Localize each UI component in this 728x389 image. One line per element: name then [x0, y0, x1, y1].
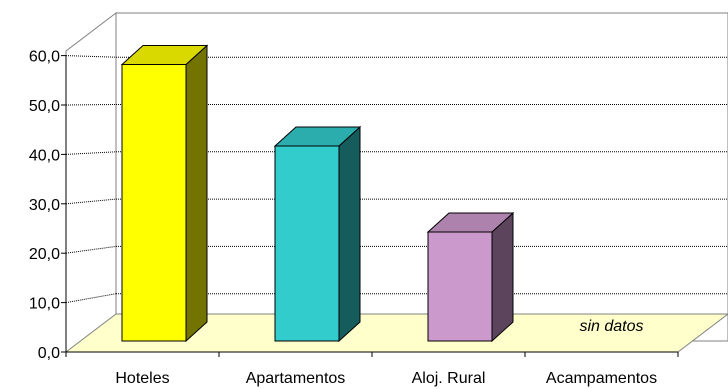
bar-side	[185, 44, 208, 343]
x-tick-label: Apartamentos	[246, 370, 346, 387]
bar-front	[274, 145, 340, 342]
gridline-side	[65, 198, 117, 205]
x-tick-label: Hoteles	[115, 370, 169, 387]
x-tick-labels: Hoteles Apartamentos Aloj. Rural Acampament…	[115, 370, 657, 387]
bar-front	[427, 231, 493, 342]
y-tick-label: 60,0	[29, 49, 60, 66]
bar	[426, 211, 515, 343]
bar-front	[121, 64, 187, 342]
y-tick-label: 50,0	[29, 98, 60, 115]
bar-top	[120, 45, 209, 65]
y-tick-labels: 0,0 10,0 20,0 30,0 40,0 50,0 60,0	[29, 49, 60, 362]
y-tick-label: 20,0	[29, 246, 60, 263]
gridline-side	[65, 104, 117, 106]
plot-walls	[65, 11, 728, 353]
annotation-sin-datos: sin datos	[579, 318, 643, 335]
gridline-side	[65, 293, 117, 304]
gridlines	[65, 55, 728, 304]
x-tick-label: Acampamentos	[546, 370, 657, 387]
gridline-side	[65, 55, 117, 58]
gridline-side	[65, 151, 117, 155]
side-wall	[65, 11, 117, 353]
bar	[120, 44, 209, 343]
axes	[61, 55, 679, 357]
bars	[120, 44, 515, 343]
bar-side	[491, 211, 514, 343]
y-tick-label: 10,0	[29, 296, 60, 313]
bar	[273, 125, 362, 343]
bar-top	[426, 212, 515, 233]
gridline-side	[65, 245, 117, 254]
y-tick-label: 30,0	[29, 197, 60, 214]
back-wall	[115, 12, 728, 342]
bar-top	[273, 126, 362, 147]
annotations: sin datos	[579, 318, 643, 335]
y-tick-label: 0,0	[38, 345, 60, 362]
y-tick-label: 40,0	[29, 147, 60, 164]
bar-side	[338, 125, 361, 343]
x-tick-label: Aloj. Rural	[412, 370, 486, 387]
